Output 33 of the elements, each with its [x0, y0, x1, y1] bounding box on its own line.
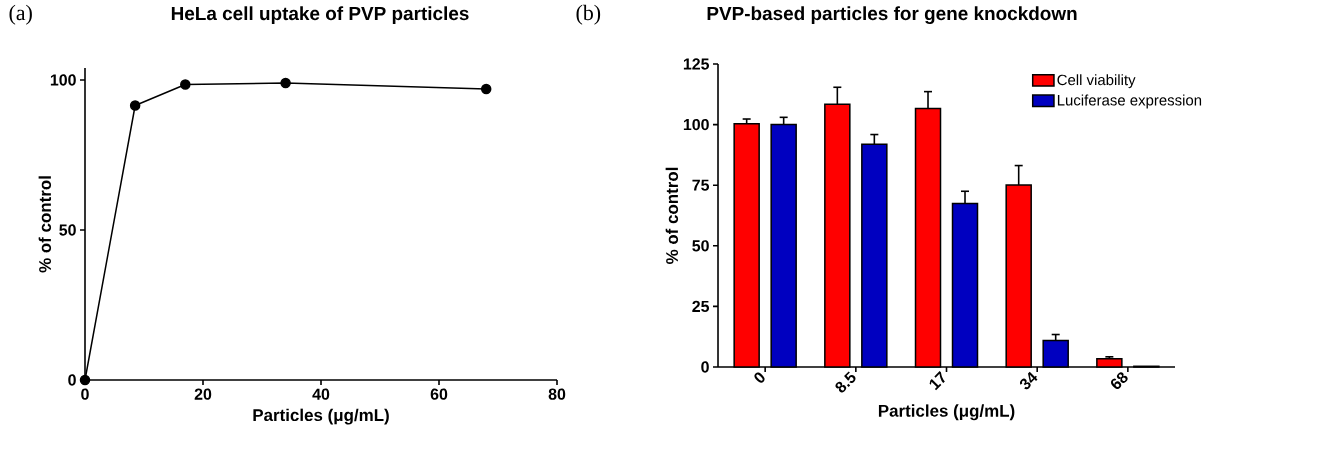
- x-axis-title: Particles (μg/mL): [878, 404, 1015, 421]
- point: [180, 79, 191, 90]
- x-tick-label: 20: [194, 388, 212, 400]
- y-tick-label: 25: [692, 300, 710, 313]
- x-tick-label: 34: [1019, 371, 1038, 390]
- y-axis-title: % of control: [38, 176, 52, 273]
- text: (a): [9, 4, 32, 25]
- x-tick-label: 80: [548, 388, 566, 400]
- chart-title: HeLa cell uptake of PVP particles: [171, 6, 469, 24]
- y-tick-label: 0: [701, 361, 709, 373]
- point: [480, 83, 492, 95]
- x-tick-label: 60: [430, 388, 448, 400]
- x-tick-label: 68: [1111, 372, 1128, 389]
- x-tick-label: 0: [81, 388, 89, 400]
- chart-title: PVP-based particles for gene knockdown: [707, 6, 1077, 25]
- y-tick-label: 100: [683, 118, 709, 131]
- x-tick-label: 40: [312, 388, 330, 400]
- x-tick-label: 8.5: [835, 371, 856, 393]
- x-tick-label: 0: [754, 372, 765, 383]
- text: (b): [576, 4, 601, 25]
- point: [129, 100, 141, 111]
- legend-label: Luciferase expression: [1057, 94, 1202, 109]
- y-tick-label: 75: [692, 179, 710, 191]
- x-axis-title: Particles (μg/mL): [253, 408, 389, 425]
- x-tick-label: 17: [929, 371, 945, 391]
- point: [280, 77, 291, 89]
- y-tick-label: 125: [683, 58, 710, 70]
- y-axis-title: % of control: [665, 167, 679, 264]
- legend-label: Cell viability: [1057, 74, 1136, 89]
- y-tick-label: 50: [692, 240, 709, 252]
- point: [79, 374, 91, 386]
- y-tick-label: 50: [59, 224, 76, 236]
- y-tick-label: 100: [50, 74, 76, 86]
